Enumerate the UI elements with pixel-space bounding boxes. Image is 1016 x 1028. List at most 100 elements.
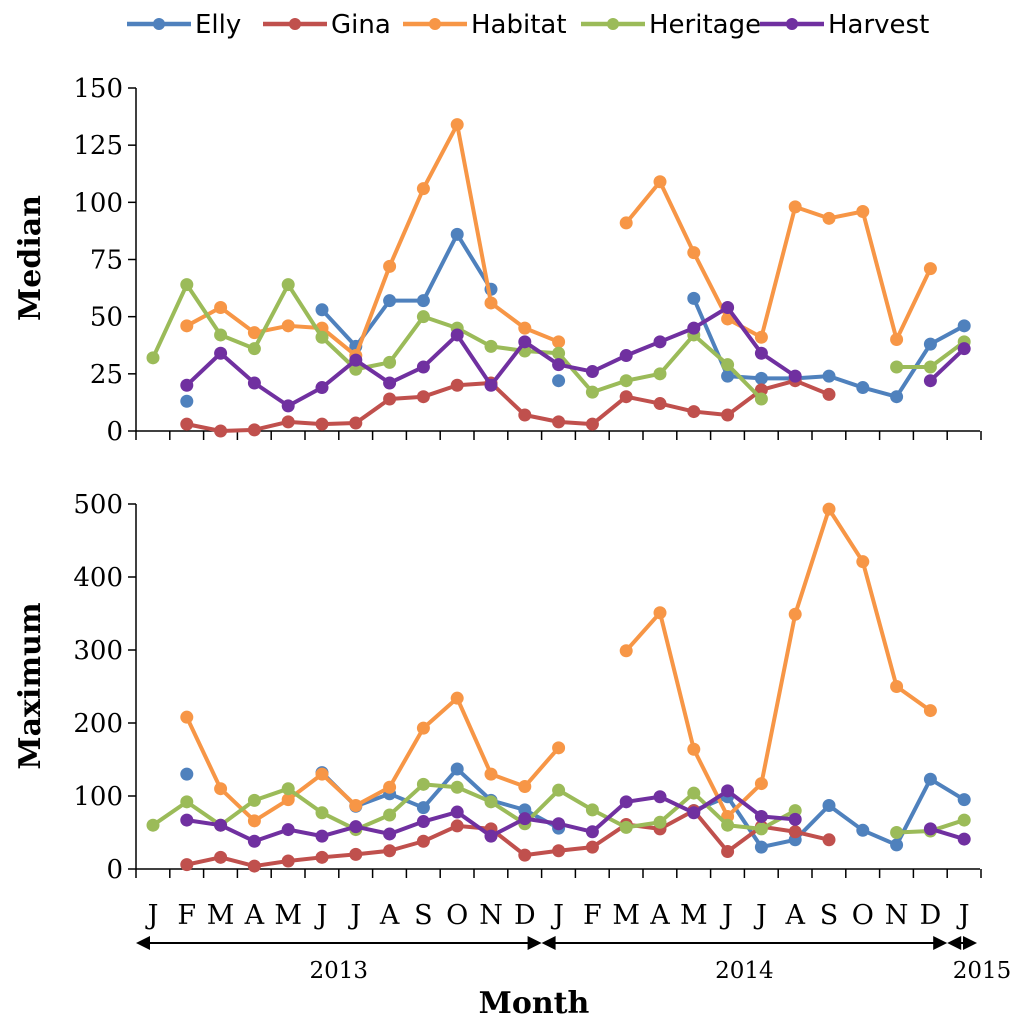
legend-item-habitat: Habitat <box>403 10 567 40</box>
y-tick-label: 400 <box>73 563 123 593</box>
month-label: J <box>719 900 733 931</box>
data-point <box>552 346 566 360</box>
data-point <box>450 691 464 705</box>
month-label: J <box>145 900 159 931</box>
data-point <box>822 387 836 401</box>
data-point <box>180 319 194 333</box>
data-point <box>890 838 904 852</box>
data-point <box>619 390 633 404</box>
legend-label: Habitat <box>471 10 567 40</box>
data-point <box>687 405 701 419</box>
data-point <box>721 301 735 315</box>
data-point <box>923 337 937 351</box>
data-point <box>383 827 397 841</box>
data-point <box>957 813 971 827</box>
data-point <box>923 374 937 388</box>
data-point <box>315 417 329 431</box>
data-point <box>281 823 295 837</box>
year-range-2013: 2013 <box>136 936 542 984</box>
data-point <box>214 782 228 796</box>
data-point <box>416 834 430 848</box>
data-point <box>653 606 667 620</box>
legend-item-harvest: Harvest <box>760 10 929 40</box>
data-point <box>890 390 904 404</box>
y-tick-label: 25 <box>90 360 123 390</box>
data-point <box>281 415 295 429</box>
data-point <box>856 381 870 395</box>
data-point <box>383 392 397 406</box>
series-harvest <box>180 301 971 413</box>
data-point <box>687 291 701 305</box>
data-point <box>518 848 532 862</box>
data-point <box>856 555 870 569</box>
month-label: A <box>379 900 400 931</box>
series-elly <box>180 762 971 854</box>
data-point <box>788 812 802 826</box>
legend-item-heritage: Heritage <box>581 10 761 40</box>
data-point <box>518 780 532 794</box>
data-point <box>619 349 633 363</box>
series-gina <box>180 374 836 438</box>
data-point <box>247 423 261 437</box>
data-point <box>653 367 667 381</box>
series-heritage <box>146 278 971 406</box>
data-point <box>822 798 836 812</box>
data-point <box>349 362 363 376</box>
data-point <box>890 826 904 839</box>
month-label: J <box>314 900 328 931</box>
month-label: F <box>177 900 196 931</box>
data-point <box>349 820 363 834</box>
data-point <box>146 818 160 832</box>
data-point <box>923 360 937 374</box>
data-point <box>754 809 768 823</box>
series-habitat <box>180 502 937 828</box>
month-label: J <box>347 900 361 931</box>
maximum-panel: 0 100 200 300 400 500 <box>73 490 982 885</box>
legend-label: Heritage <box>649 10 761 40</box>
data-point <box>349 416 363 430</box>
data-point <box>180 394 194 408</box>
data-point <box>450 328 464 342</box>
y-tick-label: 100 <box>73 782 123 812</box>
month-label: O <box>446 900 468 931</box>
data-point <box>247 793 261 807</box>
data-point <box>754 840 768 854</box>
data-point <box>721 844 735 858</box>
y-tick-label: 0 <box>106 855 123 885</box>
data-point <box>890 333 904 347</box>
legend: Elly Gina Habitat Heritage Harvest <box>127 10 929 40</box>
data-point <box>822 369 836 383</box>
arrowhead <box>963 936 977 950</box>
data-point <box>552 844 566 858</box>
year-range-2014: 2014 <box>541 936 948 984</box>
data-point <box>180 710 194 724</box>
legend-swatch-marker <box>607 18 619 30</box>
data-point <box>754 346 768 360</box>
data-point <box>619 644 633 658</box>
data-point <box>754 777 768 791</box>
month-label: A <box>784 900 805 931</box>
data-point <box>721 818 735 832</box>
data-point <box>180 378 194 392</box>
data-point <box>957 832 971 846</box>
data-point <box>957 793 971 807</box>
y-tick-label: 300 <box>73 636 123 666</box>
data-point <box>416 390 430 404</box>
data-point <box>315 303 329 317</box>
y-tick-label: 500 <box>73 490 123 520</box>
data-point <box>416 721 430 735</box>
month-label: M <box>207 900 235 931</box>
month-label: F <box>583 900 602 931</box>
legend-swatch-marker <box>153 18 165 30</box>
data-point <box>416 777 430 791</box>
series-line <box>929 347 966 383</box>
data-point <box>247 376 261 390</box>
data-point <box>957 319 971 333</box>
data-point <box>315 381 329 395</box>
data-point <box>247 859 261 873</box>
data-point <box>281 854 295 868</box>
data-point <box>383 355 397 369</box>
data-point <box>687 321 701 335</box>
arrowhead <box>947 936 962 950</box>
data-point <box>585 803 599 817</box>
